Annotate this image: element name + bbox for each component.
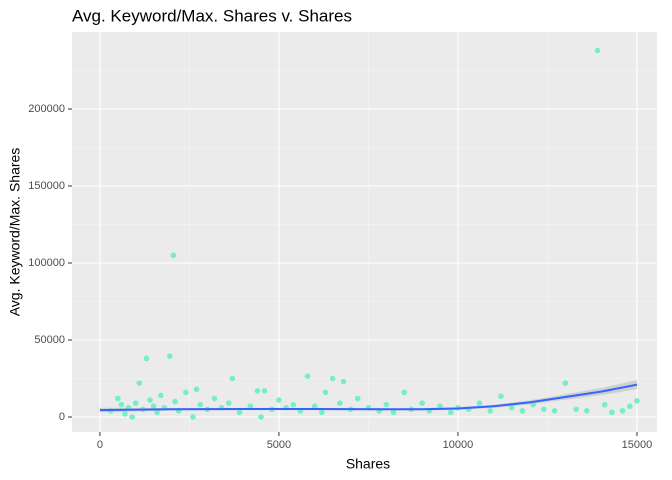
point — [390, 409, 397, 416]
point — [487, 408, 493, 414]
x-tick-label: 0 — [97, 439, 103, 451]
point — [129, 414, 135, 420]
point — [236, 409, 243, 416]
chart-title: Avg. Keyword/Max. Shares v. Shares — [72, 6, 352, 25]
point — [122, 411, 128, 417]
point — [498, 393, 504, 400]
point — [247, 403, 254, 410]
y-tick-label: 100000 — [28, 257, 65, 269]
point — [183, 389, 189, 396]
point — [619, 408, 626, 414]
point — [609, 409, 615, 416]
plot-panel — [72, 32, 657, 432]
point — [132, 400, 139, 406]
y-tick-label: 200000 — [28, 103, 65, 115]
point — [340, 378, 347, 385]
point — [541, 406, 547, 413]
point — [136, 380, 143, 386]
point — [226, 400, 232, 406]
point — [508, 404, 515, 411]
point — [573, 406, 579, 413]
point — [154, 409, 161, 416]
point — [276, 397, 282, 403]
point — [143, 355, 150, 362]
point — [634, 398, 640, 404]
point — [166, 353, 173, 359]
point — [401, 389, 408, 396]
point — [551, 408, 558, 414]
point — [519, 408, 526, 414]
point — [157, 392, 164, 399]
point — [229, 375, 236, 382]
point — [476, 400, 483, 406]
point — [170, 252, 177, 259]
point — [626, 403, 633, 410]
point — [447, 409, 454, 416]
point — [419, 400, 425, 406]
point — [254, 388, 261, 394]
x-axis-title: Shares — [346, 456, 390, 472]
y-axis-title: Avg. Keyword/Max. Shares — [7, 148, 23, 317]
point — [193, 386, 200, 393]
point — [261, 388, 268, 394]
point — [311, 403, 318, 410]
point — [258, 414, 264, 420]
point — [190, 414, 196, 420]
point — [319, 409, 325, 416]
point — [197, 401, 203, 408]
point — [336, 400, 343, 406]
point — [115, 395, 121, 402]
point — [601, 401, 608, 408]
point — [150, 403, 157, 410]
point — [383, 401, 390, 408]
point — [594, 47, 601, 54]
x-tick-label: 5000 — [267, 439, 291, 451]
y-tick-label: 0 — [59, 411, 65, 423]
point — [211, 395, 218, 402]
point — [172, 398, 178, 405]
point — [147, 397, 153, 403]
smooth-line — [99, 383, 638, 412]
point — [118, 401, 125, 408]
point — [290, 401, 297, 408]
point — [562, 380, 569, 386]
y-tick-label: 150000 — [28, 180, 65, 192]
point — [322, 389, 329, 396]
point — [354, 395, 361, 402]
y-tick-label: 50000 — [34, 334, 65, 346]
point — [329, 375, 336, 382]
x-tick-label: 15000 — [622, 439, 653, 451]
x-tick-label: 10000 — [443, 439, 474, 451]
point — [304, 373, 311, 379]
point — [584, 408, 590, 414]
